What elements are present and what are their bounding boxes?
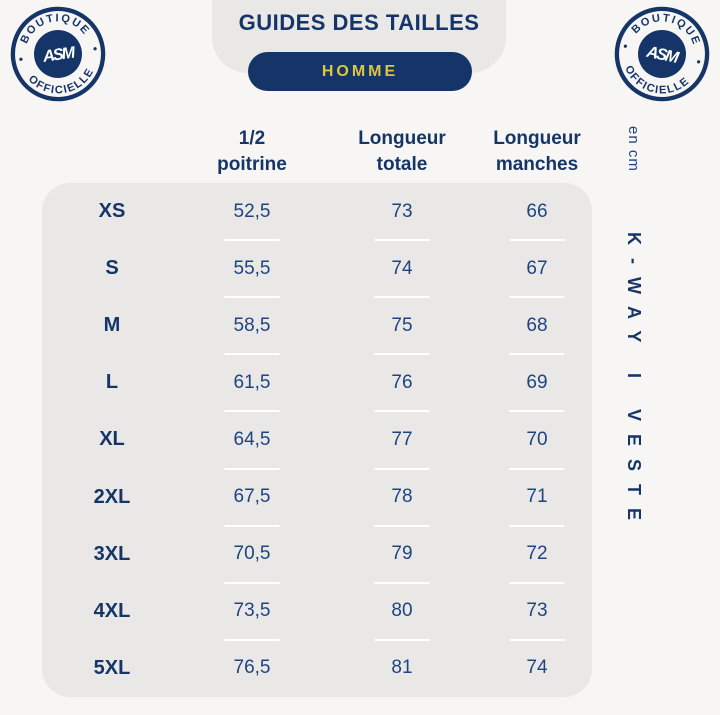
size-label: M <box>103 314 121 337</box>
sleeve-length-value: 71 <box>482 469 592 526</box>
sleeve-length-value: 72 <box>482 526 592 583</box>
chest-value: 61,5 <box>182 354 322 411</box>
size-label: XS <box>98 200 126 223</box>
page-title: GUIDES DES TAILLES <box>238 10 480 35</box>
sleeve-length-value: 66 <box>482 183 592 240</box>
product-category-label: K-WAY I VESTE <box>624 232 644 534</box>
size-table: XS 52,5 73 66 S 55,5 74 67 M 58,5 75 68 … <box>42 183 592 697</box>
sleeve-length-value: 74 <box>526 657 548 679</box>
column-header-chest: 1/2 poitrine <box>182 126 322 178</box>
chest-value: 64,5 <box>182 411 322 468</box>
total-length-value: 73 <box>322 183 482 240</box>
column-header-sleeve-length: Longueur manches <box>482 126 592 178</box>
total-length-value: 80 <box>322 583 482 640</box>
stamp-dot-right <box>696 60 701 64</box>
column-header-line: totale <box>376 154 428 175</box>
chest-value: 55,5 <box>182 240 322 297</box>
size-label: L <box>105 371 119 394</box>
table-row: 2XL 67,5 78 71 <box>42 469 592 526</box>
column-header-line: Longueur <box>493 128 581 149</box>
table-column-headers: 1/2 poitrine Longueur totale Longueur ma… <box>42 126 592 178</box>
total-length-value: 74 <box>322 240 482 297</box>
chest-value: 58,5 <box>182 297 322 354</box>
chest-value: 67,5 <box>182 469 322 526</box>
size-label: 5XL <box>93 656 131 679</box>
size-label: XL <box>99 428 125 451</box>
chest-value: 73,5 <box>182 583 322 640</box>
chest-value: 70,5 <box>182 526 322 583</box>
column-header-line: poitrine <box>217 154 287 175</box>
stamp-dot-left <box>19 57 23 61</box>
size-label: 4XL <box>93 599 131 622</box>
total-length-value: 75 <box>322 297 482 354</box>
size-label: S <box>105 257 119 280</box>
column-header-total-length: Longueur totale <box>322 126 482 178</box>
column-header-line: manches <box>495 154 579 175</box>
table-row: S 55,5 74 67 <box>42 240 592 297</box>
table-row: L 61,5 76 69 <box>42 354 592 411</box>
total-length-value: 79 <box>322 526 482 583</box>
gender-tab-homme[interactable]: HOMME <box>248 52 472 91</box>
chest-value: 52,5 <box>182 183 322 240</box>
size-label: 3XL <box>93 542 131 565</box>
total-length-value: 76 <box>322 354 482 411</box>
sleeve-length-value: 69 <box>482 354 592 411</box>
asm-monogram: ASM <box>41 43 77 66</box>
sleeve-length-value: 73 <box>482 583 592 640</box>
boutique-officielle-logo-left: BOUTIQUE OFFICIELLE ASM <box>10 6 106 102</box>
table-row: 4XL 73,5 80 73 <box>42 583 592 640</box>
table-row: 3XL 70,5 79 72 <box>42 526 592 583</box>
size-label: 2XL <box>93 485 131 508</box>
column-header-spacer <box>42 126 182 178</box>
column-header-line: Longueur <box>358 128 446 149</box>
column-header-line: 1/2 <box>238 128 266 149</box>
total-length-value: 81 <box>391 657 413 679</box>
sleeve-length-value: 70 <box>482 411 592 468</box>
table-row: XS 52,5 73 66 <box>42 183 592 240</box>
total-length-value: 78 <box>322 469 482 526</box>
unit-label: en cm <box>625 126 642 172</box>
sleeve-length-value: 68 <box>482 297 592 354</box>
stamp-dot-right <box>93 47 97 51</box>
gender-tab-label: HOMME <box>321 62 399 80</box>
table-row: XL 64,5 77 70 <box>42 411 592 468</box>
table-row: M 58,5 75 68 <box>42 297 592 354</box>
boutique-officielle-logo-right: BOUTIQUE OFFICIELLE ASM <box>614 6 710 102</box>
table-row: 5XL 76,5 81 74 <box>42 640 592 697</box>
sleeve-length-value: 67 <box>482 240 592 297</box>
chest-value: 76,5 <box>233 657 271 679</box>
stamp-dot-left <box>623 44 628 48</box>
total-length-value: 77 <box>322 411 482 468</box>
